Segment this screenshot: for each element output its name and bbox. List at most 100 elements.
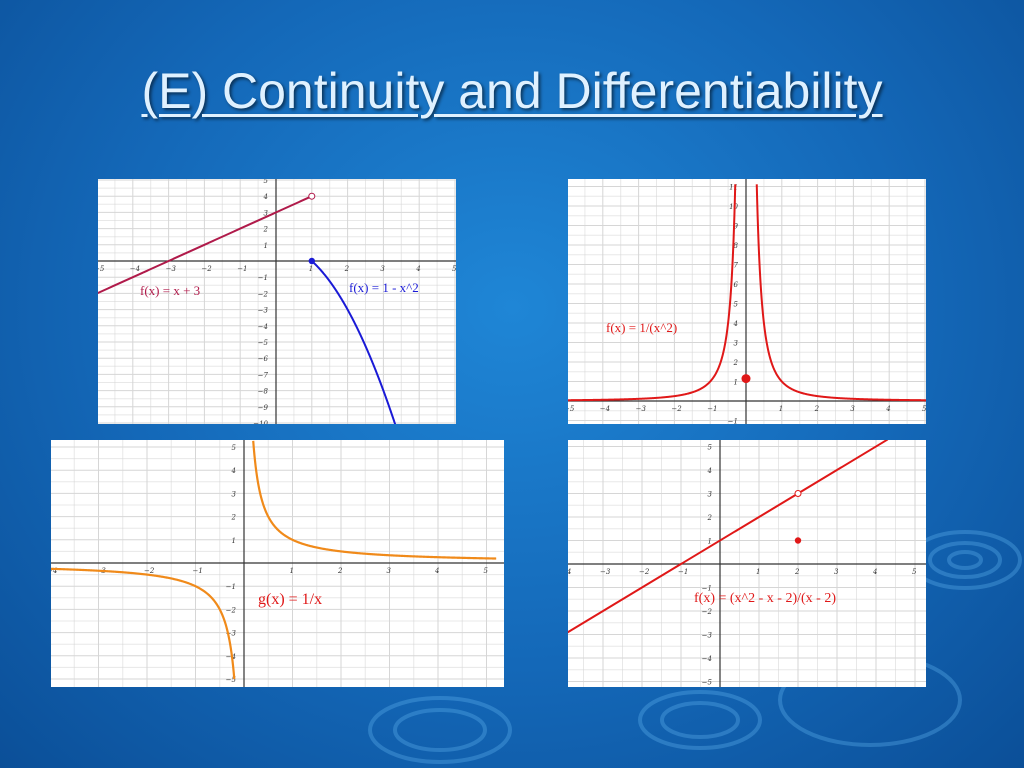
y-tick-label: −2 [702, 608, 713, 616]
x-tick-label: 3 [834, 568, 839, 576]
y-tick-label: −4 [226, 653, 236, 661]
y-tick-label: 4 [231, 467, 236, 475]
y-tick-label: −1 [258, 274, 268, 282]
graph-piecewise: −6−5−4−3−2−11234567−12−11−10−9−8−7−6−5−4… [98, 179, 456, 424]
x-tick-label: 2 [344, 265, 350, 273]
y-tick-label: 2 [707, 514, 713, 522]
grid [568, 179, 926, 424]
isolated-point [741, 374, 751, 384]
graph-piecewise-label-line: f(x) = x + 3 [140, 283, 201, 298]
y-tick-label: −4 [258, 323, 268, 331]
y-tick-label: 9 [734, 223, 739, 231]
curve-right [755, 184, 926, 402]
x-tick-label: −3 [600, 568, 611, 576]
y-tick-label: 3 [734, 340, 739, 348]
x-tick-label: 4 [885, 405, 890, 413]
y-tick-label: 5 [232, 444, 237, 452]
y-tick-label: −10 [253, 420, 268, 424]
y-tick-label: −8 [258, 388, 269, 396]
x-tick-label: 2 [794, 568, 800, 576]
line-x-plus-3 [98, 195, 313, 295]
grid [98, 179, 456, 424]
y-tick-label: 1 [232, 537, 236, 545]
y-tick-label: 3 [708, 491, 713, 499]
x-tick-label: −2 [201, 265, 212, 273]
y-tick-label: −3 [258, 307, 269, 315]
y-tick-label: 4 [707, 467, 712, 475]
y-tick-label: 5 [734, 301, 739, 309]
graph-piecewise-label-curve: f(x) = 1 - x^2 [349, 280, 419, 295]
y-tick-label: 5 [264, 179, 269, 185]
x-tick-label: 4 [415, 265, 420, 273]
y-tick-label: −3 [226, 630, 237, 638]
x-tick-label: 3 [850, 405, 855, 413]
x-tick-label: 1 [779, 405, 783, 413]
x-tick-label: −1 [678, 568, 688, 576]
y-tick-label: 1 [264, 242, 268, 250]
x-tick-label: 4 [434, 567, 439, 575]
graph-inverse-square-panel: −6−5−4−3−2−11234567−3−2−1123456789101112… [568, 179, 926, 424]
x-tick-label: −2 [639, 568, 650, 576]
y-tick-label: 6 [734, 281, 739, 289]
y-tick-label: 2 [733, 359, 739, 367]
x-tick-label: −3 [636, 405, 647, 413]
y-tick-label: −5 [702, 679, 713, 687]
x-tick-label: −4 [600, 405, 610, 413]
y-tick-label: −4 [702, 655, 712, 663]
x-tick-label: −5 [568, 405, 575, 413]
y-tick-label: −1 [226, 583, 236, 591]
x-tick-label: 1 [290, 567, 294, 575]
x-tick-label: 5 [452, 265, 456, 273]
x-tick-label: 2 [814, 405, 820, 413]
y-tick-label: −7 [258, 371, 269, 379]
graph-removable-label: f(x) = (x^2 - x - 2)/(x - 2) [694, 591, 836, 606]
x-tick-label: −1 [193, 567, 203, 575]
x-tick-label: 5 [912, 568, 917, 576]
graph-inverse-square: −6−5−4−3−2−11234567−3−2−1123456789101112… [568, 179, 926, 424]
slide-title: (E) Continuity and Differentiability [141, 63, 883, 119]
closed-point [308, 257, 315, 265]
y-tick-label: 2 [263, 226, 269, 234]
y-tick-label: 1 [708, 538, 712, 546]
y-tick-label: −5 [226, 676, 237, 684]
hole-point [794, 490, 802, 497]
x-tick-label: −2 [671, 405, 682, 413]
curve-left [568, 184, 737, 402]
curve-1-minus-x2 [311, 260, 397, 424]
curve-left [51, 567, 236, 680]
y-tick-label: −1 [702, 585, 712, 593]
x-tick-label: 3 [387, 567, 392, 575]
y-tick-label: −9 [258, 404, 269, 412]
y-tick-label: −2 [258, 290, 269, 298]
x-tick-label: −1 [237, 265, 247, 273]
isolated-point [794, 537, 802, 544]
x-tick-label: −2 [144, 567, 155, 575]
graph-inverse-square-label: f(x) = 1/(x^2) [606, 320, 678, 335]
y-tick-label: −5 [258, 339, 269, 347]
x-tick-label: −1 [707, 405, 717, 413]
x-tick-label: −4 [568, 568, 571, 576]
y-tick-label: 3 [264, 209, 269, 217]
y-tick-label: 2 [231, 514, 237, 522]
y-tick-label: 7 [734, 262, 739, 270]
x-tick-label: −5 [98, 265, 105, 273]
y-tick-label: 1 [734, 379, 738, 387]
x-tick-label: −3 [166, 265, 177, 273]
y-tick-label: −2 [226, 606, 237, 614]
graph-piecewise-panel: −6−5−4−3−2−11234567−12−11−10−9−8−7−6−5−4… [98, 179, 456, 424]
graph-reciprocal-label: g(x) = 1/x [258, 591, 323, 608]
x-tick-label: 1 [756, 568, 760, 576]
x-tick-label: 3 [380, 265, 385, 273]
y-tick-label: 4 [263, 193, 268, 201]
curve-right [252, 440, 497, 560]
y-tick-label: −1 [728, 418, 738, 425]
x-tick-label: 5 [484, 567, 489, 575]
open-point [308, 192, 316, 200]
x-tick-label: 2 [337, 567, 343, 575]
y-tick-label: 11 [729, 184, 738, 192]
y-tick-label: 4 [733, 320, 738, 328]
